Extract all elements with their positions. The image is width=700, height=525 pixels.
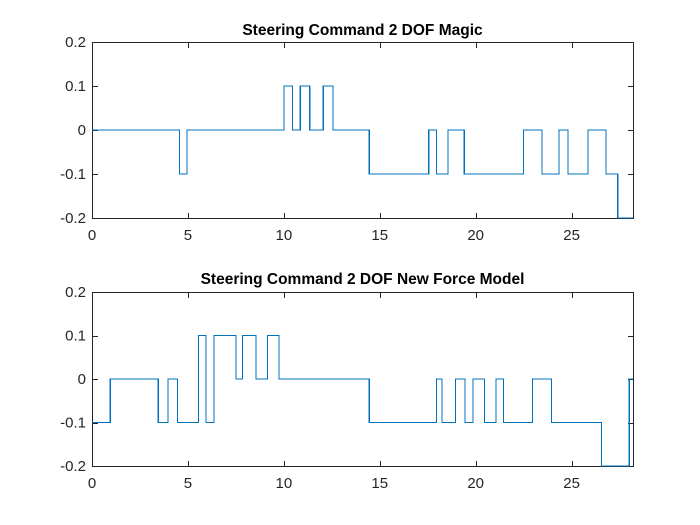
x-tick-label: 0 <box>88 475 96 492</box>
y-tick-label: 0.1 <box>65 78 86 95</box>
series-line-1 <box>92 334 633 467</box>
y-tick-label: -0.2 <box>60 458 86 475</box>
x-tick-label: 25 <box>563 475 580 492</box>
x-tick-label: 20 <box>467 227 484 244</box>
x-tick-label: 15 <box>371 475 388 492</box>
x-tick-label: 10 <box>276 475 293 492</box>
x-tick-label: 25 <box>563 227 580 244</box>
y-tick-label: 0 <box>78 122 86 139</box>
chart-title: Steering Command 2 DOF Magic <box>242 22 483 39</box>
x-tick-label: 0 <box>88 227 96 244</box>
chart-title: Steering Command 2 DOF New Force Model <box>201 271 525 288</box>
chart-1: 0 5 10 15 20 25 -0.2 -0.1 0 0.1 0.2 Steering Comman… <box>60 22 634 244</box>
y-tick-label: 0 <box>78 371 86 388</box>
y-tick-label: -0.1 <box>60 166 86 183</box>
x-tick-label: 20 <box>467 475 484 492</box>
y-tick-label: 0.2 <box>65 34 86 51</box>
y-tick-label: -0.2 <box>60 210 86 227</box>
x-tick-label: 5 <box>184 227 192 244</box>
x-tick-label: 5 <box>184 475 192 492</box>
y-tick-label: 0.1 <box>65 328 86 345</box>
y-tick-label: 0.2 <box>65 284 86 301</box>
y-tick-label: -0.1 <box>60 415 86 432</box>
x-tick-label: 10 <box>276 227 293 244</box>
series-line-1 <box>92 85 633 219</box>
chart-2: 0 5 10 15 20 25 -0.2 -0.1 0 0.1 0.2 Steering Comman… <box>60 271 634 492</box>
x-tick-label: 15 <box>371 227 388 244</box>
